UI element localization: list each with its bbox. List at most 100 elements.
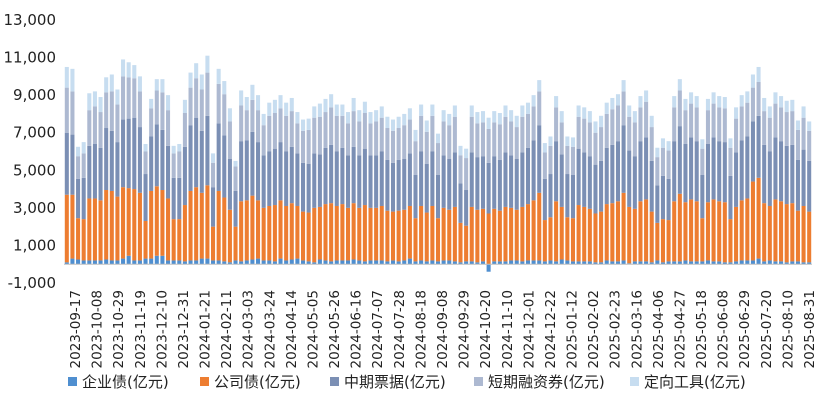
bar-segment [233,166,238,191]
bar-segment [419,260,424,265]
bar-segment [509,121,514,156]
bar-segment [750,87,755,122]
bar-segment [615,141,620,202]
bar-segment [306,212,311,262]
bar-segment [655,185,660,223]
bar-segment [762,144,767,204]
bar-segment [447,113,452,126]
bar-segment [250,259,255,265]
bar-segment [705,202,710,261]
bar-segment [649,262,654,265]
bar-segment [351,259,356,265]
bar-segment [340,115,345,148]
bar-segment [554,141,559,202]
bar-segment [334,104,339,116]
bar-segment [728,219,733,263]
bar-segment [413,261,418,265]
bar-segment [132,65,137,79]
bar-segment [199,89,204,131]
bar-segment [705,110,710,144]
bar-segment [632,122,637,157]
x-tick-label: 2024-07-28 [392,290,408,368]
bar-segment [98,260,103,265]
bar-segment [447,125,452,160]
bar-segment [126,255,131,265]
bar-segment [700,174,705,219]
bar-segment [289,203,294,260]
bar-segment [227,262,232,265]
bar-segment [717,107,722,142]
bar-segment [390,162,396,212]
bar-segment [160,190,165,256]
bar-segment [604,113,609,148]
bar-segment [239,141,244,202]
bar-segment [284,260,289,265]
bar-segment [272,99,277,113]
bar-segment [621,80,626,92]
bar-segment [244,200,249,261]
bar-segment [756,66,761,82]
bar-segment [458,155,463,184]
bar-segment [385,116,390,129]
bar-segment [621,125,626,193]
bar-segment [677,193,682,262]
bar-segment [779,141,784,202]
bar-segment [211,153,216,163]
bar-segment [329,203,334,262]
bar-segment [385,210,390,262]
x-tick-label: 2023-10-08 [90,290,106,368]
bar-segment [351,203,356,260]
bar-segment [244,140,249,201]
bar-segment [604,102,609,114]
bar-segment [700,139,705,149]
bar-segment [222,81,227,95]
bar-segment [177,143,182,152]
bar-segment [790,261,795,265]
bar-segment [188,125,193,191]
bar-segment [109,91,114,131]
bar-segment [154,79,159,91]
bar-segment [205,258,210,265]
bar-segment [593,164,598,214]
bar-segment [143,174,148,221]
bar-segment [166,145,171,199]
bar-segment [784,100,789,113]
bar-segment [70,194,75,259]
bar-segment [520,116,525,153]
bar-segment [486,162,491,214]
legend-label: 定向工具(亿元) [644,373,746,391]
bar-segment [357,155,362,208]
bar-segment [599,115,604,128]
bar-segment [576,116,581,149]
bar-segment [644,90,649,102]
bar-segment [694,201,699,262]
bar-segment [514,159,519,210]
bar-segment [323,147,328,205]
bar-segment [424,163,429,213]
bar-segment [767,106,772,118]
bar-segment [599,160,604,212]
bar-segment [289,146,294,204]
bar-segment [475,262,480,265]
bar-segment [126,118,131,189]
bar-segment [632,261,637,265]
bar-segment [272,148,277,206]
bar-segment [289,259,294,265]
bar-segment [677,79,682,91]
bar-segment [469,261,474,265]
bar-segment [188,72,193,88]
bar-segment [582,152,587,207]
bar-segment [121,187,126,259]
bar-segment [722,202,727,263]
bar-segment [104,77,109,93]
bar-segment [458,145,463,156]
bar-segment [301,162,306,212]
bar-segment [525,102,531,114]
bar-segment [497,124,502,160]
bar-segment [407,205,412,259]
bar-segment [795,210,800,262]
bar-segment [87,198,92,261]
bar-segment [272,261,277,265]
bar-segment [627,206,632,264]
bar-segment [711,103,716,138]
